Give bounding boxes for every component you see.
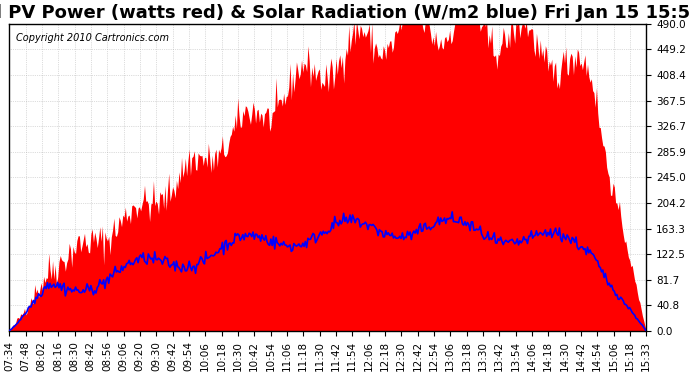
Text: Copyright 2010 Cartronics.com: Copyright 2010 Cartronics.com — [16, 33, 168, 43]
Title: Total PV Power (watts red) & Solar Radiation (W/m2 blue) Fri Jan 15 15:57: Total PV Power (watts red) & Solar Radia… — [0, 4, 690, 22]
